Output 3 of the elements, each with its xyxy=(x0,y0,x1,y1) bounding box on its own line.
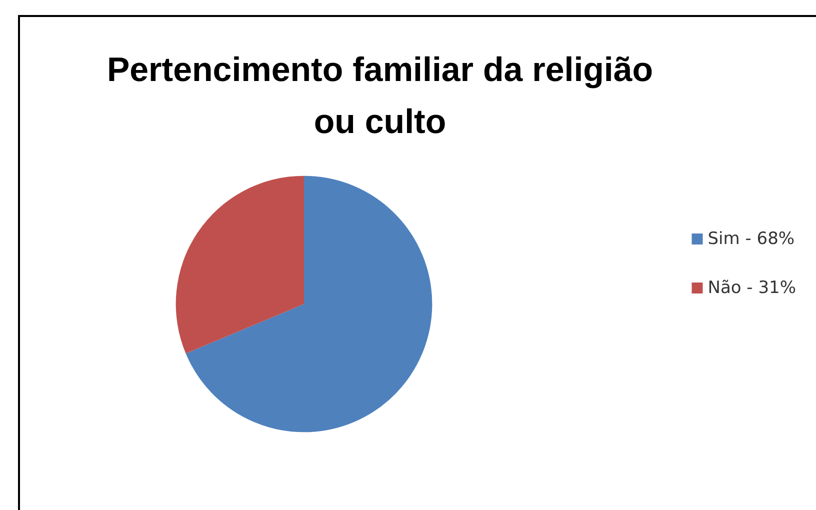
legend-label: Não - 31% xyxy=(708,278,796,298)
chart-title: Pertencimento familiar da religião ou culto xyxy=(106,51,654,141)
legend-label: Sim - 68% xyxy=(708,229,795,249)
